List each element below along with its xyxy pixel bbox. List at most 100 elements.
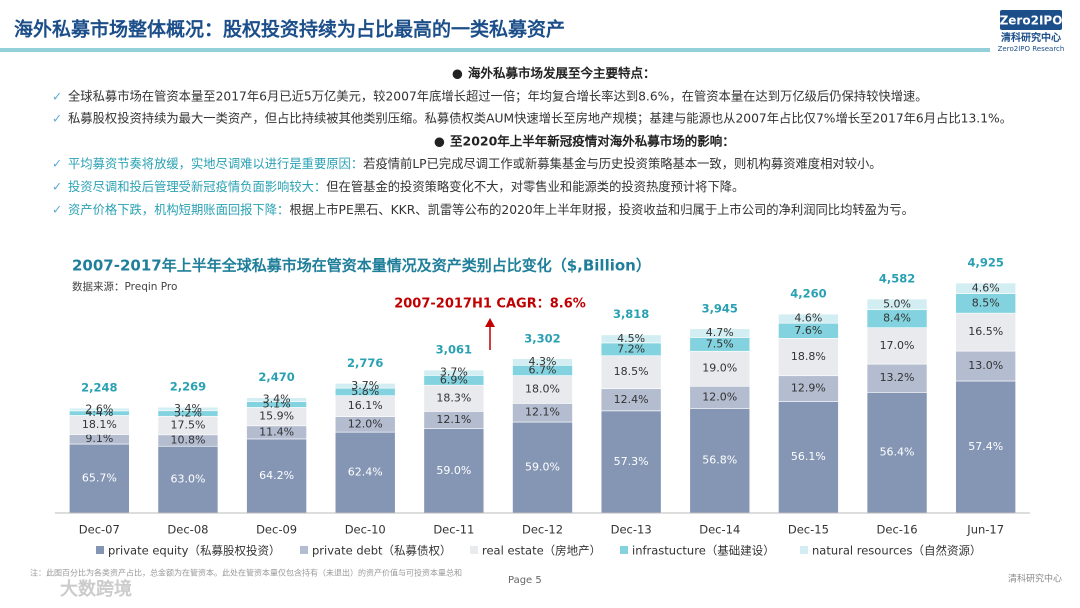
segment-label: 2.6%: [85, 402, 113, 415]
legend-label: private equity（私募股权投资）: [108, 544, 281, 558]
segment-label: 62.4%: [348, 466, 383, 479]
x-tick-label: Jun-17: [966, 523, 1004, 537]
bar-segment: [423, 384, 485, 412]
legend-label: private debt（私募债权）: [312, 544, 452, 558]
legend-label: real estate（房地产）: [482, 544, 601, 558]
total-label: 4,260: [790, 287, 826, 301]
bar-segment: [689, 408, 751, 514]
segment-label: 4.7%: [706, 326, 734, 339]
check-mark: ✓: [52, 157, 62, 171]
segment-label: 7.5%: [706, 337, 734, 350]
x-tick-label: Dec-11: [433, 523, 474, 537]
total-label: 2,470: [258, 370, 294, 384]
segment-label: 3.4%: [263, 393, 291, 406]
segment-label: 6.9%: [440, 373, 468, 386]
total-label: 3,061: [436, 343, 472, 357]
segment-label: 56.8%: [702, 454, 737, 467]
segment-label: 3.7%: [440, 366, 468, 379]
segment-label: 12.1%: [436, 413, 471, 426]
segment-label: 12.4%: [614, 393, 649, 406]
x-tick-label: Dec-09: [256, 523, 297, 537]
x-tick-label: Dec-16: [877, 523, 918, 537]
legend-swatch: [620, 546, 628, 554]
logo-en: Zero2IPO Research: [998, 45, 1065, 53]
legend-swatch: [300, 546, 308, 554]
segment-label: 3.4%: [174, 402, 202, 415]
legend-swatch: [470, 546, 478, 554]
bar-segment: [157, 406, 219, 412]
segment-label: 12.0%: [348, 417, 383, 430]
bullet-dot: ●: [434, 134, 445, 149]
bar-segment: [689, 328, 751, 338]
legend-swatch: [96, 546, 104, 554]
x-tick-label: Dec-08: [167, 523, 208, 537]
segment-label: 13.0%: [968, 359, 1003, 372]
segment-label: 18.1%: [82, 418, 117, 431]
legend-label: natural resources（自然资源）: [812, 544, 982, 558]
bar-segment: [512, 358, 573, 366]
segment-label: 8.5%: [972, 296, 1000, 309]
segment-label: 19.0%: [702, 362, 737, 375]
segment-label: 56.4%: [880, 446, 915, 459]
logo: Zero2IPO: [1000, 14, 1063, 28]
chart-title: 2007-2017年上半年全球私募市场在管资本量情况及资产类别占比变化（$,Bi…: [72, 257, 651, 275]
bar-segment: [600, 355, 662, 390]
bar-segment: [69, 443, 130, 514]
segment-label: 17.0%: [880, 339, 915, 352]
bullet-lead: 平均募资节奏将放缓，实地尽调难以进行是重要原因：: [68, 156, 363, 171]
segment-label: 5.0%: [883, 297, 911, 310]
arrow-head: [485, 318, 495, 327]
slide-title: 海外私募市场整体概况：股权投资持续为占比最高的一类私募资产: [14, 18, 565, 41]
segment-label: 7.2%: [617, 342, 645, 355]
annotation: 2007-2017H1 CAGR：8.6%: [394, 297, 586, 312]
segment-label: 64.2%: [259, 469, 294, 482]
segment-label: 18.0%: [525, 382, 560, 395]
bullet-text: 资产价格下跌，机构短期账面回报下降：根据上市PE黑石、KKR、凯雷等公布的202…: [68, 202, 914, 217]
segment-label: 4.6%: [972, 281, 1000, 294]
check-mark: ✓: [52, 203, 62, 217]
section-heading: 海外私募市场发展至今主要特点：: [468, 66, 656, 81]
check-mark: ✓: [52, 90, 62, 104]
bullet-text: 私募股权投资持续为最大一类资产，但占比持续被其他类别压缩。私募债权类AUM快速增…: [68, 111, 1012, 126]
x-tick-label: Dec-14: [699, 523, 740, 537]
segment-label: 9.1%: [85, 432, 113, 445]
x-tick-label: Dec-12: [522, 523, 563, 537]
watermark: 大数跨境: [60, 578, 132, 600]
logo-box: [1000, 10, 1062, 30]
segment-label: 18.8%: [791, 350, 826, 363]
bullet-lead: 投资尽调和投后管理受新冠疫情负面影响较大：: [68, 179, 326, 194]
segment-label: 12.1%: [525, 406, 560, 419]
bar-segment: [423, 428, 485, 514]
section-heading: 至2020年上半年新冠疫情对海外私募市场的影响：: [450, 134, 735, 149]
check-mark: ✓: [52, 180, 62, 194]
legend-swatch: [800, 546, 808, 554]
bar-segment: [866, 392, 928, 514]
bullet-text: 投资尽调和投后管理受新冠疫情负面影响较大：但在管基金的投资策略变化不大，对零售业…: [68, 179, 744, 194]
bar-segment: [512, 375, 573, 404]
bullet-body: 若疫情前LP已完成尽调工作或新募集基金与历史投资策略基本一致，则机构募资难度相对…: [363, 156, 881, 171]
bullet-body: 但在管基金的投资策略变化不大，对零售业和能源类的投资热度预计将下降。: [326, 179, 744, 194]
footnote: 注：此图百分比为各类资产占比，总金额为在管资本。此处在管资本量仅包含持有（未退出…: [30, 568, 462, 578]
bar-segment: [246, 397, 307, 402]
segment-label: 7.6%: [794, 324, 822, 337]
bar-segment: [600, 334, 662, 344]
bar-segment: [778, 375, 839, 402]
check-mark: ✓: [52, 112, 62, 126]
segment-label: 65.7%: [82, 472, 117, 485]
bullet-lead: 资产价格下跌，机构短期账面回报下降：: [68, 202, 289, 217]
bar-segment: [955, 282, 1016, 294]
segment-label: 18.5%: [614, 365, 649, 378]
bar-segment: [600, 410, 662, 514]
logo-cn: 清科研究中心: [1001, 31, 1061, 44]
segment-label: 56.1%: [791, 450, 826, 463]
bar-segment: [157, 445, 219, 514]
bar-segment: [778, 401, 839, 514]
bar-segment: [334, 383, 396, 389]
total-label: 3,818: [613, 307, 649, 321]
segment-label: 15.9%: [259, 410, 294, 423]
x-tick-label: Dec-13: [611, 523, 652, 537]
bar-segment: [866, 298, 928, 311]
chart-source: 数据来源：Preqin Pro: [72, 280, 177, 293]
segment-label: 8.4%: [883, 312, 911, 325]
